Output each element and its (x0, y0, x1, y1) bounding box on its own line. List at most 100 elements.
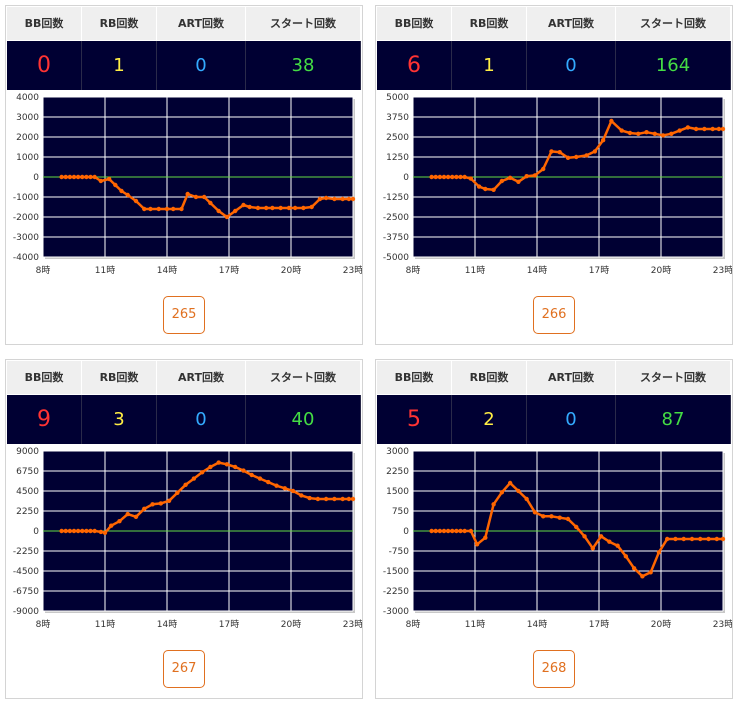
data-point (98, 529, 104, 535)
data-point (615, 543, 620, 548)
data-point (88, 174, 93, 180)
data-point (499, 178, 505, 184)
data-point (270, 205, 275, 211)
data-point (483, 535, 488, 540)
x-tick-label: 23時 (713, 619, 732, 630)
data-point (98, 178, 104, 184)
data-point (340, 496, 345, 502)
slump-chart: 3000 2250 1500 750 0 -750 -1500 -2250 -3000 8時 11時… (383, 447, 732, 630)
rb-count-value: 1 (452, 41, 527, 90)
y-tick-label: 1500 (386, 487, 409, 497)
start-count-header: スタート回数 (246, 7, 361, 40)
x-tick-label: 17時 (589, 619, 609, 630)
data-point (574, 154, 579, 160)
data-point (574, 524, 579, 530)
data-point (524, 496, 529, 502)
data-point (433, 528, 438, 534)
x-tick-label: 8時 (36, 619, 51, 630)
data-point (619, 128, 624, 133)
data-point (714, 536, 719, 542)
data-point (454, 174, 459, 180)
data-point (71, 174, 77, 180)
data-point (282, 486, 287, 491)
bb-count-value: 5 (377, 395, 452, 444)
data-point (441, 174, 447, 180)
data-point (148, 206, 153, 212)
slump-chart: 5000 3750 2500 1250 0 -1250 -2500 -3750 -5000 8時 1… (383, 93, 732, 276)
stats-table: BB回数 RB回数 ART回数 スタート回数 5 2 0 87 (377, 361, 731, 445)
data-point (557, 150, 562, 155)
data-point (665, 536, 670, 542)
data-point (125, 192, 130, 198)
data-point (84, 528, 89, 534)
x-tick-label: 14時 (527, 619, 547, 630)
x-tick-label: 11時 (95, 265, 115, 276)
data-point (437, 174, 443, 180)
data-point (183, 482, 188, 487)
data-point (75, 528, 81, 534)
data-point (340, 196, 345, 202)
y-tick-label: 0 (403, 173, 409, 183)
data-point (63, 174, 68, 180)
y-tick-label: 1250 (386, 153, 409, 163)
data-point (166, 498, 172, 503)
data-point (71, 528, 77, 534)
start-count-header: スタート回数 (616, 361, 731, 394)
bb-count-header: BB回数 (7, 361, 82, 394)
data-point (716, 126, 722, 132)
machine-number-button[interactable]: 266 (533, 296, 575, 334)
y-tick-label: 6750 (16, 467, 39, 477)
machine-panel-265: BB回数 RB回数 ART回数 スタート回数 0 1 0 38 4000 3000 2000 1000… (5, 5, 363, 345)
stats-table: BB回数 RB回数 ART回数 スタート回数 0 1 0 38 (7, 7, 361, 91)
machine-panel-268: BB回数 RB回数 ART回数 スタート回数 5 2 0 87 3000 2250 1500 750 0… (375, 359, 733, 699)
data-point (507, 480, 513, 486)
y-tick-label: -9000 (13, 607, 39, 617)
bb-count-header: BB回数 (377, 7, 452, 40)
data-point (458, 528, 463, 534)
start-count-value: 38 (246, 41, 361, 90)
y-tick-label: 5000 (386, 93, 409, 103)
x-tick-label: 23時 (713, 265, 732, 276)
data-point (681, 536, 686, 542)
data-point (142, 506, 147, 511)
slump-chart: 9000 6750 4500 2250 0 -2250 -4500 -6750 -9000 8時 1… (13, 447, 362, 630)
data-point (429, 174, 434, 180)
data-point (224, 462, 230, 467)
data-point (698, 536, 703, 542)
x-tick-label: 8時 (36, 265, 51, 276)
y-tick-label: 3000 (16, 113, 39, 123)
data-point (673, 536, 678, 542)
y-tick-label: 1000 (16, 153, 39, 163)
x-tick-label: 14時 (527, 265, 547, 276)
x-tick-label: 14時 (157, 265, 177, 276)
x-tick-label: 8時 (406, 619, 421, 630)
bb-count-header: BB回数 (377, 361, 452, 394)
data-point (549, 514, 554, 519)
data-point (437, 528, 443, 534)
art-count-header: ART回数 (527, 361, 616, 394)
data-point (249, 472, 254, 478)
data-point (292, 205, 298, 211)
y-tick-label: -5000 (383, 253, 409, 263)
rb-count-header: RB回数 (452, 7, 527, 40)
art-count-value: 0 (527, 41, 616, 90)
start-count-value: 87 (616, 395, 731, 444)
x-tick-label: 23時 (343, 265, 362, 276)
machine-number-button[interactable]: 265 (163, 296, 205, 334)
data-point (216, 460, 221, 465)
data-point (541, 166, 546, 172)
data-point (507, 175, 513, 180)
data-point (323, 496, 329, 502)
data-point (332, 496, 337, 502)
data-point (476, 184, 482, 189)
data-point (59, 174, 64, 180)
machine-number-button[interactable]: 268 (533, 650, 575, 688)
data-point (179, 206, 184, 212)
start-count-header: スタート回数 (246, 361, 361, 394)
art-count-value: 0 (157, 41, 246, 90)
data-point (323, 195, 329, 201)
start-count-header: スタート回数 (616, 7, 731, 40)
machine-number-button[interactable]: 267 (163, 650, 205, 688)
data-point (590, 546, 595, 551)
data-point (516, 488, 521, 494)
